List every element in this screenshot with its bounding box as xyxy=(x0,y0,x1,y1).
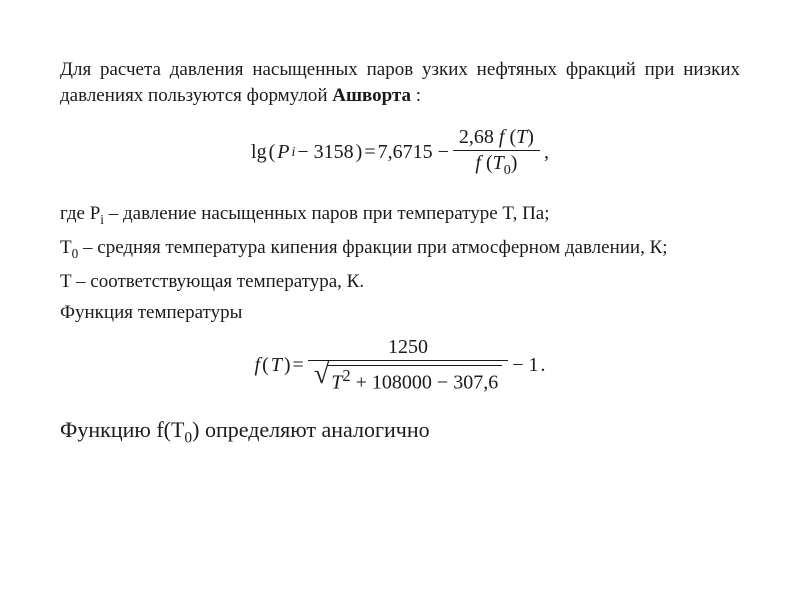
where-line-3: T – соответствующая температура, К. xyxy=(60,269,740,295)
concl-sub: 0 xyxy=(184,429,192,446)
f2-den-rest: + 108000 − 307,6 xyxy=(351,372,499,394)
where-line-4: Функция температуры xyxy=(60,300,740,326)
w1-before: где P xyxy=(60,203,100,224)
f1-num-close: ) xyxy=(527,126,534,148)
f1-lg: lg xyxy=(251,141,267,164)
f1-num-f: f xyxy=(494,126,505,148)
f1-open: ( xyxy=(269,141,276,164)
f1-var: P xyxy=(277,141,289,164)
f2-f: f xyxy=(255,354,261,377)
f1-minus-const: − 3158 xyxy=(297,141,353,164)
f2-minus-one: − 1 xyxy=(512,354,538,377)
f1-den-sub: 0 xyxy=(504,163,511,178)
f1-den-var: T xyxy=(493,152,504,174)
f2-num: 1250 xyxy=(308,336,508,361)
f2-den-t-sup: 2 xyxy=(342,366,350,385)
temperature-function-formula: f (T) = 1250 √ T2 + 108000 − 307,6 − 1 . xyxy=(60,336,740,395)
document-page: Для расчета давления насыщенных паров уз… xyxy=(0,0,800,499)
f1-den-close: ) xyxy=(511,152,518,174)
intro-text-after: : xyxy=(411,85,421,106)
f1-num-var: T xyxy=(516,126,527,148)
concl-after: ) определяют аналогично xyxy=(192,417,430,442)
f2-period: . xyxy=(540,354,545,377)
w2-after: – средняя температура кипения фракции пр… xyxy=(78,237,667,258)
f1-tail: , xyxy=(544,141,549,164)
w1-after: – давление насыщенных паров при температ… xyxy=(104,203,550,224)
f2-open: ( xyxy=(262,354,269,377)
f1-eq: = xyxy=(364,141,375,164)
f2-eq: = xyxy=(293,354,304,377)
f1-var-sub: i xyxy=(292,145,296,161)
f1-rhs-const: 7,6715 − xyxy=(378,141,449,164)
conclusion-line: Функцию f(T0) определяют аналогично xyxy=(60,417,740,447)
f2-var: T xyxy=(271,354,282,377)
f2-close: ) xyxy=(284,354,291,377)
intro-paragraph: Для расчета давления насыщенных паров уз… xyxy=(60,57,740,108)
f2-fraction: 1250 √ T2 + 108000 − 307,6 xyxy=(308,336,508,395)
where-line-1: где Pi – давление насыщенных паров при т… xyxy=(60,201,740,229)
f1-fraction: 2,68 f (T) f (T0) xyxy=(453,126,540,179)
f1-num-coeff: 2,68 xyxy=(459,126,494,148)
concl-before: Функцию f(T xyxy=(60,417,184,442)
w2-before: T xyxy=(60,237,72,258)
f2-sqrt: √ T2 + 108000 − 307,6 xyxy=(314,362,502,395)
ashworth-formula: lg ( Pi − 3158 ) = 7,6715 − 2,68 f (T) f… xyxy=(60,126,740,179)
f1-close: ) xyxy=(356,141,363,164)
intro-bold-name: Ашворта xyxy=(332,85,411,106)
f2-den-t: T xyxy=(331,372,342,394)
where-line-2: T0 – средняя температура кипения фракции… xyxy=(60,235,740,263)
f1-den-f: f xyxy=(475,152,481,174)
f1-den-open: ( xyxy=(486,152,493,174)
